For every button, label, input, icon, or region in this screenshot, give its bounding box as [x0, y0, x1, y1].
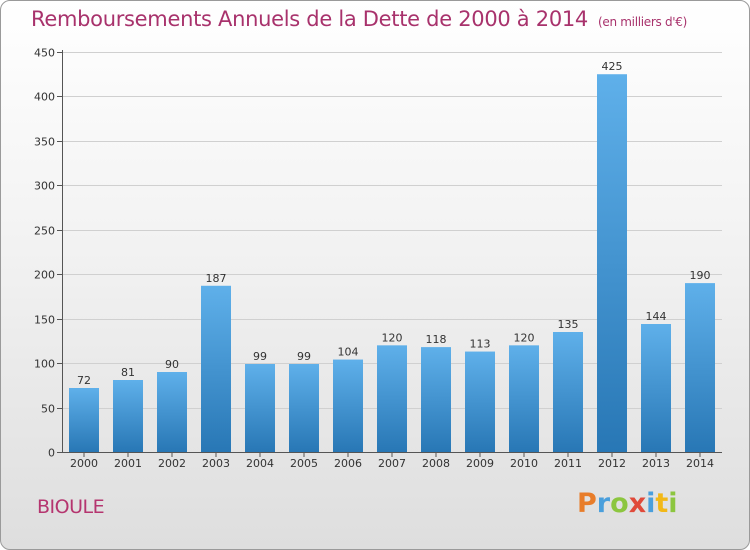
y-tick-label: 200: [34, 269, 55, 282]
bar: [333, 359, 363, 452]
bar: [553, 332, 583, 452]
value-label: 118: [426, 333, 447, 346]
x-tick-label: 2002: [158, 457, 186, 470]
value-label: 90: [165, 358, 179, 371]
x-tick-label: 2013: [642, 457, 670, 470]
bar: [289, 364, 319, 452]
x-tick-label: 2000: [70, 457, 98, 470]
x-tick-label: 2005: [290, 457, 318, 470]
bar: [509, 345, 539, 452]
y-tick-label: 300: [34, 180, 55, 193]
x-tick-label: 2014: [686, 457, 714, 470]
value-label: 120: [514, 331, 535, 344]
proxiti-logo: Proxiti: [577, 488, 678, 519]
x-tick-label: 2010: [510, 457, 538, 470]
axes: 0 50 100 150 200 250 300 350 400 450 2000 2001 2002 2…: [34, 47, 722, 470]
value-label: 72: [77, 374, 91, 387]
logo-letter-r: r: [596, 488, 611, 519]
value-label: 99: [297, 350, 311, 363]
bar: [597, 74, 627, 452]
value-label: 104: [338, 346, 359, 359]
value-label: 187: [206, 272, 227, 285]
value-label: 425: [602, 60, 623, 73]
bar: [685, 283, 715, 452]
unit-note: (en milliers d'€): [598, 15, 688, 29]
y-tick-label: 150: [34, 314, 55, 327]
y-tick-label: 50: [41, 403, 55, 416]
y-tick-label: 100: [34, 358, 55, 371]
x-tick-label: 2003: [202, 457, 230, 470]
x-tick-label: 2007: [378, 457, 406, 470]
value-label: 99: [253, 350, 267, 363]
x-tick-label: 2008: [422, 457, 450, 470]
value-label: 81: [121, 366, 135, 379]
x-tick-label: 2004: [246, 457, 274, 470]
bar: [377, 345, 407, 452]
bar: [201, 285, 231, 452]
bar: [113, 380, 143, 452]
value-label: 120: [382, 331, 403, 344]
logo-letter-p: P: [577, 488, 597, 519]
x-tick-label: 2011: [554, 457, 582, 470]
logo-letter-i: i: [646, 488, 656, 519]
y-tick-label: 0: [48, 447, 55, 460]
value-label: 113: [470, 338, 491, 351]
bars: [69, 74, 715, 452]
bar: [465, 351, 495, 452]
value-label: 144: [646, 310, 667, 323]
x-tick-label: 2006: [334, 457, 362, 470]
bar: [421, 347, 451, 452]
chart-title-text: Remboursements Annuels de la Dette de 20…: [31, 7, 588, 31]
y-tick-label: 250: [34, 225, 55, 238]
bar: [69, 388, 99, 452]
bar: [157, 372, 187, 452]
logo-letter-x: x: [628, 488, 647, 519]
value-label: 190: [690, 269, 711, 282]
value-labels: 72 81 90 187 99 99 104 120 118 113 120 135 425 144 190: [77, 60, 711, 387]
y-tick-label: 450: [34, 47, 55, 60]
x-tick-label: 2001: [114, 457, 142, 470]
bar: [641, 324, 671, 452]
bar: [245, 364, 275, 452]
x-tick-label: 2012: [598, 457, 626, 470]
chart-title: Remboursements Annuels de la Dette de 20…: [31, 7, 687, 31]
logo-letter-t: t: [655, 488, 669, 519]
logo-letter-o: o: [610, 488, 629, 519]
x-tick-label: 2009: [466, 457, 494, 470]
y-tick-label: 350: [34, 136, 55, 149]
logo-letter-i2: i: [668, 488, 678, 519]
commune-name: BIOULE: [37, 496, 105, 518]
y-tick-label: 400: [34, 91, 55, 104]
value-label: 135: [558, 318, 579, 331]
